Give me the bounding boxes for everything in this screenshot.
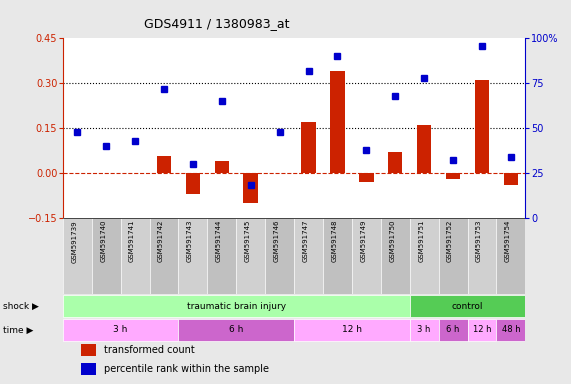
Bar: [81, 363, 96, 375]
Text: GSM591742: GSM591742: [158, 220, 164, 262]
Text: GSM591754: GSM591754: [505, 220, 511, 262]
Text: GSM591744: GSM591744: [216, 220, 222, 262]
Text: control: control: [452, 301, 483, 311]
Bar: [186, 173, 200, 194]
Text: 48 h: 48 h: [501, 326, 520, 334]
Text: GSM591746: GSM591746: [274, 220, 280, 262]
Text: 3 h: 3 h: [417, 326, 431, 334]
Text: GSM591745: GSM591745: [245, 220, 251, 262]
Bar: [468, 319, 496, 341]
Bar: [417, 125, 431, 173]
Text: percentile rank within the sample: percentile rank within the sample: [104, 364, 270, 374]
Text: GSM591750: GSM591750: [389, 220, 395, 262]
Bar: [496, 319, 525, 341]
Text: GSM591747: GSM591747: [303, 220, 308, 262]
Text: GSM591739: GSM591739: [71, 220, 77, 263]
Bar: [157, 156, 171, 173]
Bar: [352, 218, 381, 294]
Text: time ▶: time ▶: [3, 326, 33, 334]
Text: GSM591741: GSM591741: [129, 220, 135, 262]
Bar: [243, 173, 258, 203]
Bar: [150, 218, 179, 294]
Bar: [92, 218, 120, 294]
Text: 6 h: 6 h: [229, 326, 243, 334]
Text: GSM591753: GSM591753: [476, 220, 482, 262]
Text: GSM591748: GSM591748: [331, 220, 337, 262]
Bar: [410, 295, 525, 317]
Bar: [178, 218, 207, 294]
Bar: [294, 319, 410, 341]
Bar: [63, 218, 92, 294]
Bar: [301, 122, 316, 173]
Bar: [120, 218, 150, 294]
Text: shock ▶: shock ▶: [3, 301, 39, 311]
Bar: [410, 319, 439, 341]
Bar: [410, 218, 439, 294]
Bar: [504, 173, 518, 185]
Bar: [236, 218, 265, 294]
Bar: [178, 319, 294, 341]
Text: traumatic brain injury: traumatic brain injury: [187, 301, 286, 311]
Bar: [63, 295, 410, 317]
Bar: [207, 218, 236, 294]
Text: GSM591743: GSM591743: [187, 220, 193, 262]
Bar: [330, 71, 345, 173]
Bar: [496, 218, 525, 294]
Bar: [468, 218, 496, 294]
Text: GSM591740: GSM591740: [100, 220, 106, 262]
Bar: [446, 173, 460, 179]
Bar: [439, 319, 468, 341]
Bar: [323, 218, 352, 294]
Text: GSM591751: GSM591751: [418, 220, 424, 262]
Bar: [359, 173, 373, 182]
Bar: [475, 80, 489, 173]
Text: GSM591749: GSM591749: [360, 220, 367, 262]
Bar: [81, 344, 96, 356]
Text: GSM591752: GSM591752: [447, 220, 453, 262]
Bar: [439, 218, 468, 294]
Text: 12 h: 12 h: [342, 326, 362, 334]
Text: 12 h: 12 h: [473, 326, 491, 334]
Text: transformed count: transformed count: [104, 345, 195, 355]
Text: 3 h: 3 h: [114, 326, 128, 334]
Bar: [265, 218, 294, 294]
Bar: [63, 319, 179, 341]
Text: GDS4911 / 1380983_at: GDS4911 / 1380983_at: [144, 17, 289, 30]
Bar: [215, 161, 229, 173]
Bar: [388, 152, 403, 173]
Bar: [381, 218, 410, 294]
Text: 6 h: 6 h: [447, 326, 460, 334]
Bar: [294, 218, 323, 294]
